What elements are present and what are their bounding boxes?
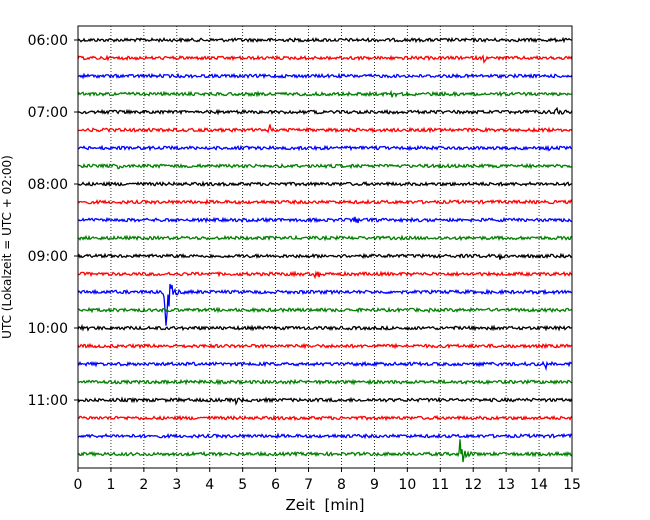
x-tick-label: 0 (74, 477, 83, 493)
trace-0645 (77, 89, 573, 98)
y-tick-label: 08:00 (28, 177, 68, 193)
x-tick-label: 13 (497, 477, 515, 493)
trace-0930 (77, 283, 572, 326)
y-tick-label: 07:00 (28, 105, 68, 121)
trace-0915 (77, 270, 573, 280)
x-tick-label: 3 (172, 477, 181, 493)
x-axis-label: Zeit [min] (285, 496, 364, 514)
x-tick-label: 2 (139, 477, 148, 493)
x-tick-label: 7 (304, 477, 313, 493)
trace-0700 (77, 106, 573, 116)
trace-0945 (78, 306, 573, 314)
trace-0615 (77, 54, 573, 64)
trace-1045 (77, 378, 573, 386)
plot-background (78, 26, 572, 468)
trace-0630 (77, 72, 573, 80)
x-tick-label: 15 (563, 477, 581, 493)
x-tick-label: 4 (205, 477, 214, 493)
trace-0900 (77, 252, 573, 260)
trace-1000 (77, 323, 573, 332)
x-tick-label: 12 (464, 477, 482, 493)
trace-0800 (77, 180, 573, 188)
trace-1130 (77, 432, 573, 440)
trace-1145 (77, 439, 573, 463)
trace-0715 (77, 124, 573, 134)
trace-0815 (77, 198, 573, 206)
x-tick-label: 1 (106, 477, 115, 493)
trace-1100 (77, 396, 573, 406)
x-tick-label: 5 (238, 477, 247, 493)
x-tick-label: 9 (370, 477, 379, 493)
x-tick-label: 8 (337, 477, 346, 493)
y-tick-label: 06:00 (28, 33, 68, 49)
y-axis-label: UTC (Lokalzeit = UTC + 02:00) (0, 155, 14, 339)
trace-0730 (77, 144, 573, 152)
x-tick-label: 6 (271, 477, 280, 493)
y-tick-label: 11:00 (28, 393, 68, 409)
trace-1115 (77, 414, 573, 422)
plot-frame (77, 25, 573, 469)
x-tick-label: 11 (431, 477, 449, 493)
x-axis-ticks: 0 1 2 3 4 5 6 7 8 9 10 11 12 13 14 15 (74, 468, 581, 493)
trace-0745 (77, 162, 573, 170)
trace-1030 (77, 360, 573, 372)
trace-0830 (77, 216, 573, 224)
trace-1015 (77, 342, 573, 350)
y-tick-label: 09:00 (28, 249, 68, 265)
trace-0845 (77, 234, 573, 242)
trace-group (77, 36, 573, 463)
y-axis-ticks: 06:00 07:00 08:00 09:00 10:00 11:00 (28, 33, 78, 409)
x-tick-label: 14 (530, 477, 548, 493)
x-tick-label: 10 (398, 477, 416, 493)
trace-0600 (77, 36, 573, 44)
y-tick-label: 10:00 (28, 321, 68, 337)
